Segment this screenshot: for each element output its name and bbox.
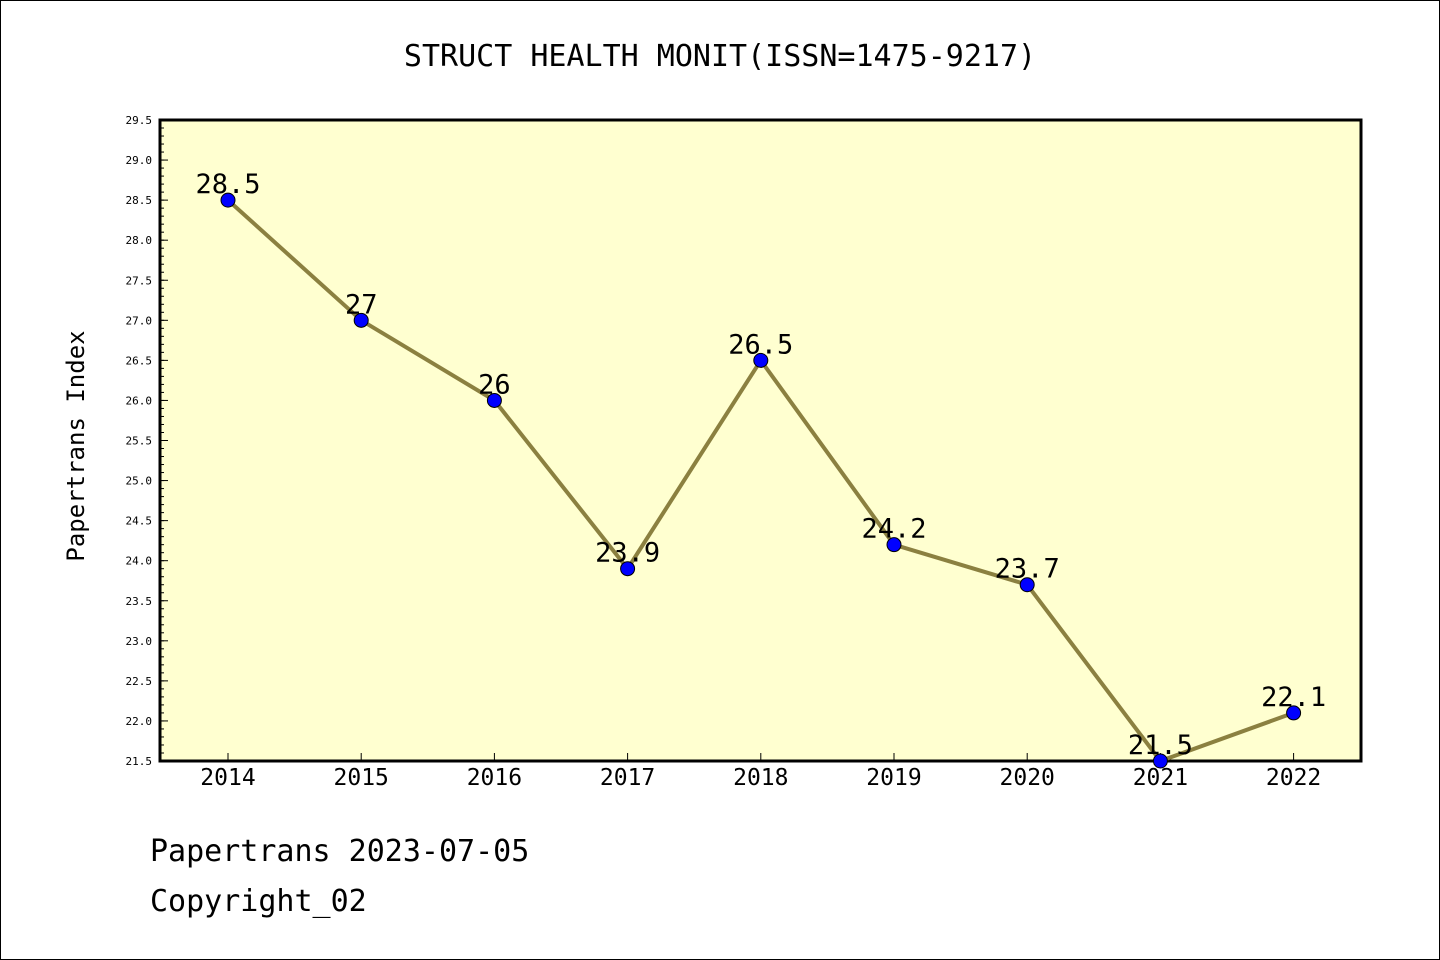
y-tick-label: 25.0 (126, 475, 153, 488)
y-axis: 21.5 22.0 22.5 23.0 23.5 24.0 24.5 25.0 25.5 26.0… (126, 114, 168, 768)
y-tick-label: 28.5 (126, 194, 153, 207)
data-label: 21.5 (1128, 730, 1193, 761)
data-label: 23.9 (595, 538, 660, 569)
y-tick-label: 22.5 (126, 675, 153, 688)
data-label: 26 (478, 369, 511, 400)
y-tick-label: 21.5 (126, 755, 153, 768)
footer-copyright: Copyright_02 (150, 884, 367, 919)
plot-area (158, 118, 1363, 763)
data-point (620, 561, 636, 577)
y-tick-label: 22.0 (126, 715, 153, 728)
data-point (1152, 753, 1168, 769)
data-label: 22.1 (1261, 682, 1326, 713)
data-label: 23.7 (995, 554, 1060, 585)
x-tick-label: 2017 (600, 765, 655, 791)
data-points (220, 192, 1302, 769)
x-tick-label: 2014 (200, 765, 255, 791)
y-tick-label: 28.0 (126, 234, 153, 247)
y-tick-label: 26.0 (126, 394, 153, 407)
chart-title: STRUCT HEALTH MONIT(ISSN=1475-9217) (404, 39, 1036, 74)
data-labels: 28.5 27 26 23.9 26.5 24.2 23.7 21.5 22.1 (195, 169, 1326, 761)
data-point (753, 352, 769, 368)
y-tick-label: 24.5 (126, 515, 153, 528)
y-tick-label: 27.0 (126, 314, 153, 327)
data-point (1286, 705, 1302, 721)
x-tick-label: 2015 (334, 765, 389, 791)
data-label: 27 (345, 289, 378, 320)
footer-date-line: Papertrans 2023-07-05 (150, 834, 530, 869)
data-point (486, 392, 502, 408)
data-label: 26.5 (728, 329, 793, 360)
x-tick-label: 2016 (467, 765, 522, 791)
x-tick-label: 2020 (1000, 765, 1055, 791)
data-label: 24.2 (861, 514, 926, 545)
x-tick-label: 2022 (1266, 765, 1321, 791)
data-point (1019, 577, 1035, 593)
y-axis-minor-ticks (160, 119, 164, 762)
y-tick-label: 29.5 (126, 114, 153, 127)
x-tick-label: 2019 (866, 765, 921, 791)
x-tick-label: 2021 (1133, 765, 1188, 791)
y-tick-label: 23.0 (126, 635, 153, 648)
y-axis-label: Papertrans Index (62, 330, 90, 561)
data-point (220, 192, 236, 208)
y-tick-label: 29.0 (126, 154, 153, 167)
y-tick-label: 27.5 (126, 274, 153, 287)
x-axis: 2014 2015 2016 2017 2018 2019 2020 2021 2022 (200, 753, 1321, 791)
data-point (886, 537, 902, 553)
y-tick-label: 26.5 (126, 354, 153, 367)
data-label: 28.5 (195, 169, 260, 200)
x-tick-label: 2018 (733, 765, 788, 791)
data-point (353, 312, 369, 328)
y-tick-label: 24.0 (126, 555, 153, 568)
y-tick-label: 25.5 (126, 435, 153, 448)
y-tick-label: 23.5 (126, 595, 153, 608)
